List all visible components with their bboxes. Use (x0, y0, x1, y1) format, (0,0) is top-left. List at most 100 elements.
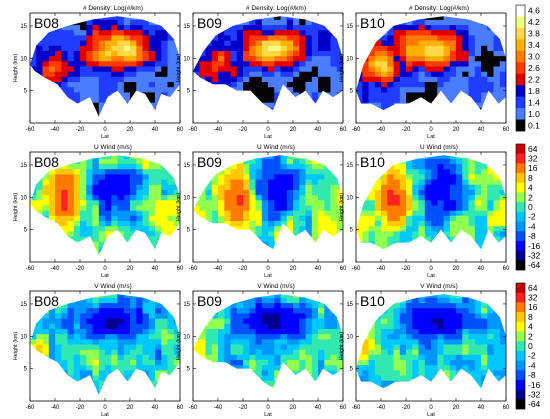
heatmap-cell (305, 210, 313, 216)
heatmap-cell (30, 241, 37, 247)
heatmap-cell (468, 194, 476, 201)
heatmap-cell (499, 76, 506, 82)
heatmap-cell (336, 66, 343, 72)
heatmap-cell (199, 60, 206, 67)
heatmap-cell (92, 215, 100, 221)
heatmap-cell (374, 66, 382, 72)
heatmap-cell (36, 118, 43, 124)
heatmap-cell (362, 107, 369, 111)
heatmap-cell (406, 60, 413, 67)
heatmap-cell (118, 118, 125, 124)
heatmap-cell (193, 338, 200, 345)
panel-title: # Density: Log(#/km) (409, 5, 469, 12)
heatmap-cell (399, 313, 407, 319)
heatmap-cell (406, 380, 413, 386)
heatmap-cell (368, 364, 376, 371)
heatmap-cell (462, 246, 469, 250)
heatmap-cell (311, 91, 319, 98)
heatmap-cell (456, 29, 463, 36)
heatmap-cell (92, 155, 100, 159)
heatmap-cell (55, 396, 62, 402)
heatmap-cell (286, 91, 294, 98)
heatmap-cell (324, 333, 331, 340)
panel-title: # Density: Log(#/km) (83, 5, 143, 12)
heatmap-cell (449, 66, 457, 72)
heatmap-cell (167, 307, 175, 314)
heatmap-cell (98, 230, 106, 237)
heatmap-cell (318, 81, 325, 88)
heatmap-cell (412, 168, 419, 175)
heatmap-cell (280, 55, 288, 62)
heatmap-cell (311, 16, 319, 20)
heatmap-cell (80, 354, 87, 360)
heatmap-cell (230, 375, 238, 381)
heatmap-cell (337, 118, 344, 124)
heatmap-cell (42, 76, 50, 82)
heatmap-cell (474, 24, 482, 31)
heatmap-cell (199, 375, 206, 381)
heatmap-cell (443, 364, 451, 371)
heatmap-cell (393, 236, 401, 242)
heatmap-cell (356, 230, 363, 237)
heatmap-cell (449, 155, 457, 159)
heatmap-cell (142, 76, 150, 82)
heatmap-cell (48, 112, 56, 117)
heatmap-cell (161, 215, 168, 221)
heatmap-cell (324, 313, 331, 319)
heatmap-cell (98, 318, 106, 324)
heatmap-cell (449, 236, 457, 242)
heatmap-cell (424, 385, 432, 389)
heatmap-cell (311, 158, 319, 165)
heatmap-cell (286, 158, 294, 165)
heatmap-cell (218, 396, 225, 402)
heatmap-cell (456, 369, 463, 376)
heatmap-cell (80, 246, 87, 253)
heatmap-cell (331, 252, 338, 258)
heatmap-cell (493, 241, 501, 247)
heatmap-cell (30, 390, 37, 395)
heatmap-cell (268, 35, 275, 41)
heatmap-cell (274, 349, 281, 355)
heatmap-cell (431, 118, 438, 124)
heatmap-cell (499, 246, 506, 250)
heatmap-cell (387, 9, 394, 15)
heatmap-cell (105, 246, 112, 253)
heatmap-cell (61, 179, 68, 185)
heatmap-cell (243, 71, 250, 77)
x-tick-label: 0 (103, 405, 107, 411)
heatmap-cell (399, 158, 407, 165)
heatmap-cell (356, 97, 363, 103)
heatmap-cell (424, 313, 432, 319)
heatmap-cell (249, 199, 256, 206)
heatmap-cell (48, 71, 56, 77)
heatmap-cell (449, 102, 457, 108)
heatmap-cell (42, 236, 50, 242)
heatmap-cell (36, 102, 43, 108)
heatmap-cell (199, 81, 206, 88)
heatmap-cell (98, 60, 106, 67)
heatmap-cell (73, 313, 81, 319)
heatmap-cell (236, 24, 244, 31)
heatmap-cell (168, 396, 175, 402)
heatmap-cell (406, 307, 413, 314)
heatmap-cell (418, 19, 426, 26)
heatmap-cell (249, 107, 256, 111)
heatmap-cell (293, 236, 300, 242)
heatmap-cell (481, 35, 488, 41)
heatmap-cell (30, 184, 37, 190)
heatmap-cell (336, 35, 343, 41)
heatmap-cell (148, 86, 156, 93)
heatmap-cell (487, 71, 494, 77)
heatmap-cell (368, 318, 376, 324)
heatmap-cell (274, 113, 281, 119)
x-tick-label: 60 (177, 405, 184, 411)
heatmap-cell (173, 236, 180, 242)
heatmap-cell (399, 307, 407, 314)
heatmap-cell (412, 257, 419, 263)
heatmap-cell (148, 16, 156, 20)
heatmap-cell (268, 344, 275, 350)
heatmap-cell (98, 241, 106, 247)
heatmap-cell (249, 236, 256, 242)
heatmap-cell (381, 364, 388, 371)
heatmap-cell (418, 174, 426, 180)
